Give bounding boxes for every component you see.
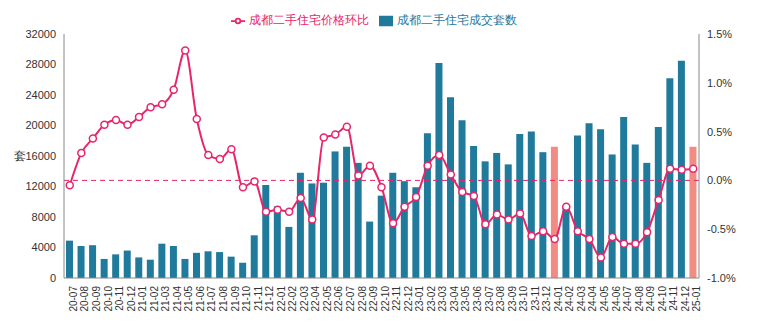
svg-text:23-06: 23-06 [472,286,483,312]
svg-text:套: 套 [14,149,26,163]
svg-text:23-12: 23-12 [541,286,552,312]
svg-text:21-07: 21-07 [206,286,217,312]
svg-text:23-07: 23-07 [484,286,495,312]
html-text:成都二手住宅价格环比: 成都二手住宅价格环比 [248,13,369,27]
svg-text:22-05: 22-05 [322,286,333,312]
svg-text:23-05: 23-05 [460,286,471,312]
svg-text:8000: 8000 [32,211,56,223]
svg-text:-0.5%: -0.5% [707,223,736,235]
svg-text:22-10: 22-10 [380,286,391,312]
svg-text:22-04: 22-04 [310,286,321,312]
svg-text:22-11: 22-11 [391,286,402,311]
svg-text:23-02: 23-02 [426,286,437,312]
svg-text:21-06: 21-06 [195,286,206,312]
svg-text:23-03: 23-03 [437,286,448,312]
svg-text:22-01: 22-01 [276,286,287,312]
svg-text:21-09: 21-09 [230,286,241,312]
svg-text:21-01: 21-01 [137,286,148,312]
svg-text:25-01: 25-01 [691,286,702,312]
svg-text:20-08: 20-08 [79,286,90,312]
svg-text:21-05: 21-05 [183,286,194,312]
svg-text:24-03: 24-03 [576,286,587,312]
svg-text:22-06: 22-06 [333,286,344,312]
svg-text:24-02: 24-02 [564,286,575,312]
svg-text:22-03: 22-03 [299,286,310,312]
svg-text:-1.0%: -1.0% [707,272,736,284]
svg-text:28000: 28000 [25,58,56,70]
svg-text:0.5%: 0.5% [707,126,732,138]
svg-text:24000: 24000 [25,89,56,101]
svg-text:24-08: 24-08 [634,286,645,312]
svg-text:23-10: 23-10 [518,286,529,312]
html-text:成都二手住宅成交套数: 成都二手住宅成交套数 [396,13,517,27]
svg-text:24-06: 24-06 [611,286,622,312]
svg-text:0: 0 [50,272,56,284]
svg-text:22-09: 22-09 [368,286,379,312]
svg-text:21-04: 21-04 [172,286,183,312]
svg-text:1.0%: 1.0% [707,77,732,89]
svg-text:24-05: 24-05 [599,286,610,312]
svg-text:21-12: 21-12 [264,286,275,312]
svg-text:0.0%: 0.0% [707,174,732,186]
svg-text:24-04: 24-04 [587,286,598,312]
svg-text:21-10: 21-10 [241,286,252,312]
svg-text:20-10: 20-10 [103,286,114,312]
svg-text:20-12: 20-12 [126,286,137,312]
svg-text:22-02: 22-02 [287,286,298,312]
svg-text:24-01: 24-01 [553,286,564,312]
svg-text:21-02: 21-02 [149,286,160,312]
svg-text:20000: 20000 [25,119,56,131]
svg-text:23-01: 23-01 [414,286,425,312]
svg-text:4000: 4000 [32,241,56,253]
svg-text:22-08: 22-08 [357,286,368,312]
svg-text:20-11: 20-11 [114,286,125,311]
svg-text:20-07: 20-07 [68,286,79,312]
svg-text:24-11: 24-11 [668,286,679,311]
svg-text:23-11: 23-11 [530,286,541,311]
svg-text:24-07: 24-07 [622,286,633,312]
svg-text:23-04: 23-04 [449,286,460,312]
svg-text:24-12: 24-12 [680,286,691,312]
svg-text:20-09: 20-09 [91,286,102,312]
svg-text:22-12: 22-12 [403,286,414,312]
svg-text:22-07: 22-07 [345,286,356,312]
svg-text:16000: 16000 [25,150,56,162]
svg-text:21-08: 21-08 [218,286,229,312]
svg-text:1.5%: 1.5% [707,28,732,40]
svg-text:24-09: 24-09 [645,286,656,312]
svg-text:23-09: 23-09 [507,286,518,312]
svg-text:23-08: 23-08 [495,286,506,312]
svg-text:24-10: 24-10 [657,286,668,312]
svg-text:12000: 12000 [25,180,56,192]
svg-text:21-03: 21-03 [160,286,171,312]
svg-text:32000: 32000 [25,28,56,40]
svg-text:21-11: 21-11 [253,286,264,311]
